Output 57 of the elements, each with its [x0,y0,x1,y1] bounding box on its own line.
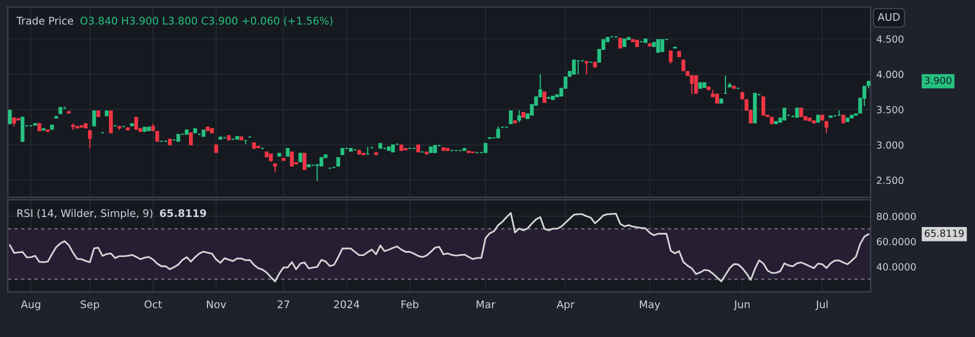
y-tick-label: 2.500 [876,176,904,184]
y-tick-label: 80.0000 [876,212,916,220]
candlestick [88,129,92,149]
candlestick [584,60,588,75]
candlestick [290,152,294,166]
candlestick [761,96,766,116]
y-tick-label: 4.000 [876,70,904,78]
annotation: O3.840 H3.900 L3.800 C3.900 +0.060 (+1.56%) [80,16,332,26]
x-tick-label: Sep [80,300,100,310]
text: AUD [878,13,900,21]
y-tick-label: 40.0000 [876,263,916,270]
x-tick-label: Apr [556,300,575,310]
candlestick [681,60,686,72]
x-tick-label: Oct [144,300,162,308]
text: 65.8119 [924,230,964,237]
candlestick [715,94,719,104]
candlestick [668,50,673,64]
x-tick-label: Mar [476,300,496,308]
text: 3.900 [924,76,952,84]
y-tick-label: 4.500 [876,35,904,43]
candlestick [542,91,546,103]
candlestick [134,116,138,130]
x-tick-label: Nov [207,300,226,308]
y-tick-label: 3.500 [876,106,904,114]
candlestick [656,39,660,53]
candlestick [572,60,576,75]
x-tick-label: Jun [734,300,750,310]
annotation: 65.8119 [160,209,206,218]
candlestick [273,162,277,173]
candlestick [639,40,644,43]
candlestick [782,108,786,121]
x-tick-label: 2024 [334,300,360,308]
x-tick-label: Jul [815,300,828,310]
y-tick-label: 60.0000 [876,238,916,246]
candlestick [92,110,96,126]
x-tick-label: Aug [20,300,40,310]
candlestick [694,75,698,94]
x-tick-label: 27 [278,300,290,308]
x-tick-label: Feb [402,300,418,308]
candlestick [496,126,500,138]
text: RSI (14, Wilder, Simple, 9) [17,209,152,220]
candlestick [508,110,513,124]
candlestick [824,120,828,134]
candlestick [155,131,160,142]
candlestick [660,39,664,52]
candlestick [484,143,488,154]
candlestick [8,108,12,125]
candlestick [517,110,522,123]
candlestick [618,38,622,48]
x-tick-label: May [640,300,660,310]
candlestick [690,75,694,95]
candlestick [109,110,113,134]
candlestick [189,132,193,146]
text: Trade Price [16,16,74,25]
candlestick [795,108,799,118]
candlestick [302,152,306,170]
y-tick-label: 3.000 [876,141,904,149]
